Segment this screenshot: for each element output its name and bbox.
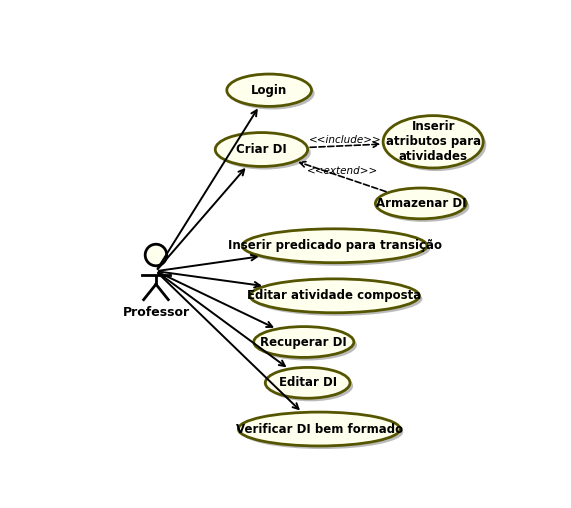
Text: Verificar DI bem formado: Verificar DI bem formado (236, 423, 403, 435)
Text: Criar DI: Criar DI (236, 143, 287, 156)
Ellipse shape (257, 330, 357, 361)
Text: Editar DI: Editar DI (279, 376, 337, 389)
Ellipse shape (268, 370, 353, 401)
Ellipse shape (227, 74, 312, 106)
Ellipse shape (379, 191, 469, 222)
Text: <<include>>: <<include>> (309, 135, 381, 145)
Text: Armazenar DI: Armazenar DI (376, 197, 466, 210)
Ellipse shape (215, 133, 308, 167)
Text: Professor: Professor (122, 306, 190, 319)
Text: <<extend>>: <<extend>> (307, 166, 377, 176)
Ellipse shape (375, 188, 467, 219)
Ellipse shape (246, 232, 430, 266)
Ellipse shape (253, 282, 423, 316)
Ellipse shape (242, 229, 427, 263)
Text: Inserir
atributos para
atividades: Inserir atributos para atividades (385, 120, 481, 163)
Text: Editar atividade composta: Editar atividade composta (247, 290, 422, 302)
Ellipse shape (266, 367, 350, 398)
Text: Recuperar DI: Recuperar DI (260, 335, 347, 348)
Ellipse shape (250, 279, 419, 313)
Text: Inserir predicado para transição: Inserir predicado para transição (228, 239, 441, 252)
Ellipse shape (230, 77, 315, 109)
Ellipse shape (145, 244, 167, 266)
Ellipse shape (386, 119, 486, 171)
Text: Login: Login (251, 84, 287, 97)
Ellipse shape (254, 327, 354, 358)
Ellipse shape (383, 116, 483, 168)
Ellipse shape (242, 415, 403, 449)
Ellipse shape (238, 412, 400, 446)
Ellipse shape (218, 136, 311, 170)
